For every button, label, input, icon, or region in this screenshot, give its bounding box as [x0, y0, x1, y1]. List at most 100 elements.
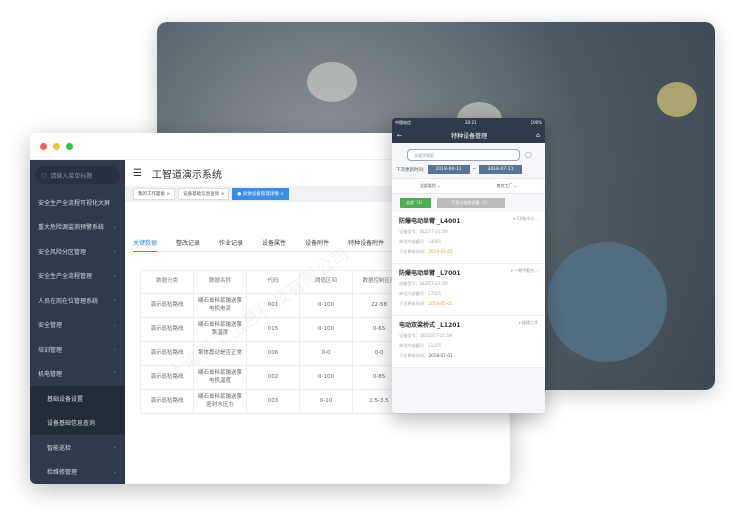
open-tab[interactable]: ● 具体设备管理详情 ×	[232, 188, 289, 200]
item-name: 防爆电动单臂 _L4001	[399, 218, 461, 225]
sidebar-item[interactable]: 安全生产全流程管理 ⌄	[38, 272, 117, 281]
table-row: 演示巡检路线 磷石膏料浆输送泵电机温度 002 0-100 0-85	[140, 365, 406, 390]
table-cell: 磷石膏料浆输送泵电机温度	[193, 365, 247, 390]
date-from[interactable]: 2018-04-11	[427, 165, 470, 174]
close-button[interactable]	[40, 142, 47, 150]
table-cell: 001	[246, 293, 300, 318]
table-row: 演示巡检路线 泵体震动是否正常 006 0-0 0-0	[140, 341, 406, 366]
table-cell: 002	[246, 365, 300, 390]
sidebar-item[interactable]: 基础设备设置	[30, 386, 125, 411]
menu-search-input[interactable]: ○ 请输入菜单标题	[35, 166, 120, 184]
open-tab[interactable]: 我的工作面板 ×	[133, 188, 176, 200]
equipment-list-item[interactable]: 防爆电动单臂 _L4001 ⌖ C0装冷分... 设备型号：BLD5T-14.5M…	[392, 212, 545, 264]
app-title: 工智道演示系统	[151, 169, 222, 181]
equipment-list-item[interactable]: 防爆电动单臂 _L7001 ⌖ 一期甲氨合... 设备型号：BLD5T-22.5M…	[392, 264, 545, 316]
chevron-icon: ⌄	[112, 223, 117, 230]
maximize-button[interactable]	[66, 142, 73, 150]
table-cell: 泵体震动是否正常	[193, 341, 247, 366]
chevron-icon: ⌄	[112, 444, 117, 451]
content-tab[interactable]: 设备属性	[262, 240, 287, 247]
sidebar-item[interactable]: 智能巡检 ⌄	[47, 444, 117, 452]
location-pin-icon: ⌖	[510, 268, 513, 273]
item-name: 电动双梁桥式 _L1201	[399, 322, 461, 329]
carrier: 中国电信	[395, 119, 411, 125]
key-data-table: 数据分类 数据名称 代码 阈值区间 数据控制区间 演示巡检路线 磷石膏料浆输送泵电机电流 00…	[140, 270, 406, 414]
expiring-button[interactable]: 只显示临检设备（2）	[436, 198, 506, 208]
next-update: 下次更新时间：2018-05-01	[399, 249, 453, 254]
content-tab[interactable]: 整改记录	[176, 240, 201, 247]
location: ⌖ 精馏工序	[518, 320, 538, 325]
chevron-icon: ⌃	[112, 370, 117, 377]
search-icon[interactable]: ○	[525, 150, 532, 159]
all-button[interactable]: 全部（3）	[400, 198, 431, 208]
sidebar-item[interactable]: 检维修管理 ⌄	[47, 468, 117, 477]
chevron-icon: ⌄	[112, 321, 117, 328]
minimize-button[interactable]	[53, 142, 60, 150]
table-row: 演示巡检路线 磷石膏料浆输送泵密封水压力 003 0-10 1.5-3.5	[140, 389, 406, 414]
chevron-icon: ⌄	[112, 346, 117, 353]
item-model: 设备型号：BLD5T-22.5M	[399, 281, 448, 286]
mobile-phone: 中国电信 20:21 100% ← 特种设备管理 ⌂ 关键字搜索 ○ 下次更新时间: 201…	[392, 118, 545, 413]
sidebar-item[interactable]: 人员在岗在位管理系统 ⌄	[38, 297, 117, 305]
table-cell: 0-100	[299, 317, 353, 342]
sidebar-item[interactable]: 重大危险源监测预警系统 ⌄	[38, 223, 117, 232]
table-cell: 演示巡检路线	[140, 389, 194, 414]
sidebar-item[interactable]: 安全生产全流程可视化大屏	[38, 199, 111, 207]
table-cell: 演示巡检路线	[140, 341, 194, 366]
date-to[interactable]: 2018-07-11	[479, 165, 522, 174]
column-header: 代码	[246, 270, 300, 294]
status-bar: 中国电信 20:21 100%	[392, 118, 545, 127]
page-title: 特种设备管理	[451, 132, 488, 140]
content-tab[interactable]: 关键数据	[133, 238, 158, 252]
nav-bar: ← 特种设备管理 ⌂	[392, 127, 545, 143]
back-arrow-icon[interactable]: ←	[397, 131, 403, 139]
item-code: 单位内部编号：L1201	[399, 343, 442, 348]
item-model: 设备型号：QD32/5T-25.5M	[399, 333, 453, 338]
table-cell: 演示巡检路线	[140, 365, 194, 390]
date-sep: ~	[472, 167, 477, 172]
date-label: 下次更新时间:	[396, 167, 425, 173]
sidebar-item[interactable]: 培训管理 ⌄	[38, 346, 117, 354]
column-header: 数据名称	[193, 270, 247, 294]
chevron-icon: ⌄	[112, 468, 117, 475]
next-update: 下次更新时间：2018-05-01	[399, 301, 453, 306]
content-tabs: 关键数据 整改记录 作业记录 设备属性 设备附件 特种设备附件	[133, 238, 510, 252]
sidebar-item[interactable]: 安全风险分区管理 ⌄	[38, 248, 117, 256]
table-cell: 006	[246, 341, 300, 366]
item-name: 防爆电动单臂 _L7001	[399, 270, 461, 277]
search-icon: ○	[41, 171, 47, 179]
keyword-search-input[interactable]: 关键字搜索	[407, 149, 520, 161]
content-tab[interactable]: 作业记录	[219, 240, 244, 247]
column-header: 数据分类	[140, 270, 194, 294]
location-pin-icon: ⌖	[518, 320, 521, 325]
content-tab[interactable]: 设备附件	[305, 240, 330, 247]
table-cell: 0-100	[299, 293, 353, 318]
sidebar-item[interactable]: 安全管理 ⌄	[38, 321, 117, 330]
location: ⌖ 一期甲氨合...	[510, 268, 538, 273]
table-cell: 0-0	[299, 341, 353, 366]
equipment-list-item[interactable]: 电动双梁桥式 _L1201 ⌖ 精馏工序 设备型号：QD32/5T-25.5M 单…	[392, 316, 545, 368]
table-cell: 磷石膏料浆输送泵电机电流	[193, 293, 247, 318]
menu-toggle-icon[interactable]: ☰	[133, 167, 142, 179]
sidebar-item[interactable]: 机电管理 ⌃	[38, 370, 117, 379]
table-cell: 磷石膏料浆输送泵密封水压力	[193, 389, 247, 414]
sidebar-item[interactable]: 设备基础信息查询	[30, 410, 125, 435]
content-tab[interactable]: 特种设备附件	[348, 240, 385, 247]
table-cell: 演示巡检路线	[140, 293, 194, 318]
chevron-icon: ⌄	[112, 297, 117, 304]
item-model: 设备型号：BLD5T-14.5M	[399, 229, 448, 234]
table-cell: 0-10	[299, 389, 353, 414]
chevron-icon: ⌄	[112, 248, 117, 255]
table-cell: 015	[246, 317, 300, 342]
category-filter[interactable]: 全部类别 ⌄	[419, 183, 441, 188]
home-icon[interactable]: ⌂	[536, 131, 540, 139]
table-cell: 003	[246, 389, 300, 414]
column-header: 阈值区间	[299, 270, 353, 294]
table-cell: 0-100	[299, 365, 353, 390]
factory-filter[interactable]: 南京工厂 ⌄	[496, 183, 518, 188]
table-cell: 演示巡检路线	[140, 317, 194, 342]
open-tab[interactable]: 设备基础信息查询 ×	[178, 188, 230, 200]
clock: 20:21	[465, 120, 477, 125]
next-update: 下次更新时间：2018-07-01	[399, 353, 453, 358]
item-code: 单位内部编号：L4001	[399, 239, 442, 244]
